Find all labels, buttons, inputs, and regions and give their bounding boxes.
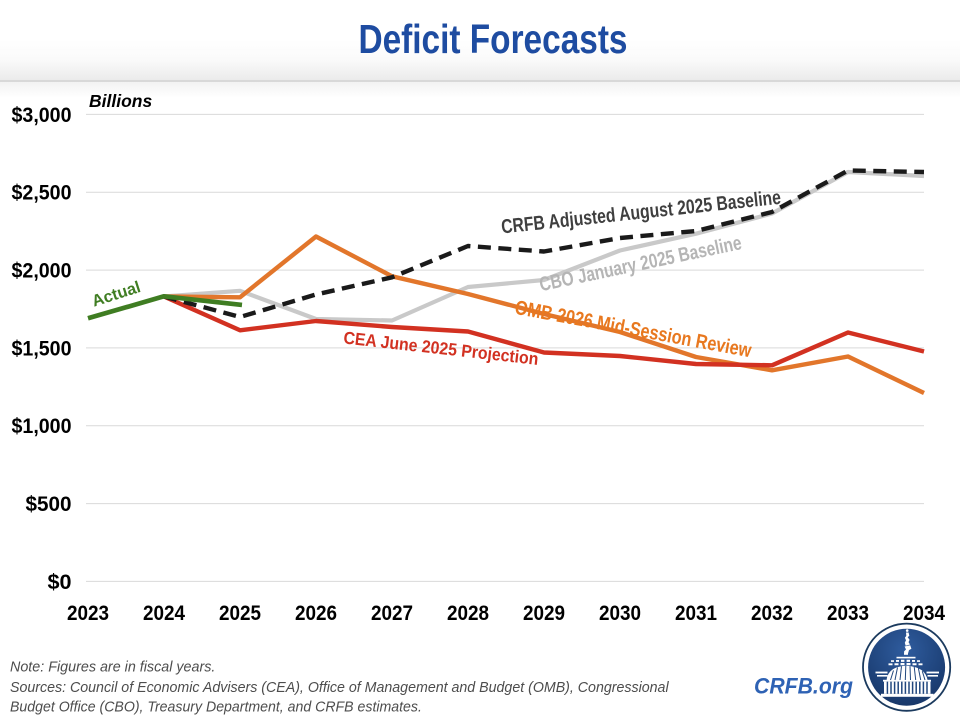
svg-text:2033: 2033 — [827, 601, 869, 625]
svg-text:$3,000: $3,000 — [12, 103, 72, 127]
svg-text:Note: Figures are in fiscal ye: Note: Figures are in fiscal years. — [10, 660, 215, 676]
svg-text:2030: 2030 — [599, 601, 641, 625]
svg-text:Billions: Billions — [89, 91, 152, 111]
svg-text:2027: 2027 — [371, 601, 413, 625]
svg-text:Sources: Council of Economic A: Sources: Council of Economic Advisers (C… — [10, 680, 669, 696]
svg-text:2029: 2029 — [523, 601, 565, 625]
svg-text:CBO January 2025 Baseline: CBO January 2025 Baseline — [537, 232, 743, 296]
svg-text:2024: 2024 — [143, 601, 185, 625]
svg-text:CRFB Adjusted August 2025 Base: CRFB Adjusted August 2025 Baseline — [500, 187, 782, 239]
svg-text:2031: 2031 — [675, 601, 717, 625]
svg-text:$1,000: $1,000 — [12, 414, 72, 438]
svg-text:$500: $500 — [26, 492, 72, 516]
svg-text:CRFB.org: CRFB.org — [754, 674, 853, 699]
svg-text:Deficit Forecasts: Deficit Forecasts — [359, 16, 628, 62]
svg-text:CEA June 2025 Projection: CEA June 2025 Projection — [343, 327, 540, 368]
svg-text:2025: 2025 — [219, 601, 261, 625]
svg-text:Budget Office (CBO), Treasury: Budget Office (CBO), Treasury Department… — [10, 700, 422, 716]
svg-text:2023: 2023 — [67, 601, 109, 625]
svg-text:2026: 2026 — [295, 601, 337, 625]
svg-text:2028: 2028 — [447, 601, 489, 625]
svg-text:$1,500: $1,500 — [12, 336, 72, 360]
svg-text:$2,000: $2,000 — [12, 259, 72, 283]
svg-text:$0: $0 — [48, 570, 72, 594]
svg-text:$2,500: $2,500 — [12, 181, 72, 205]
svg-text:2032: 2032 — [751, 601, 793, 625]
svg-text:2034: 2034 — [903, 601, 945, 625]
